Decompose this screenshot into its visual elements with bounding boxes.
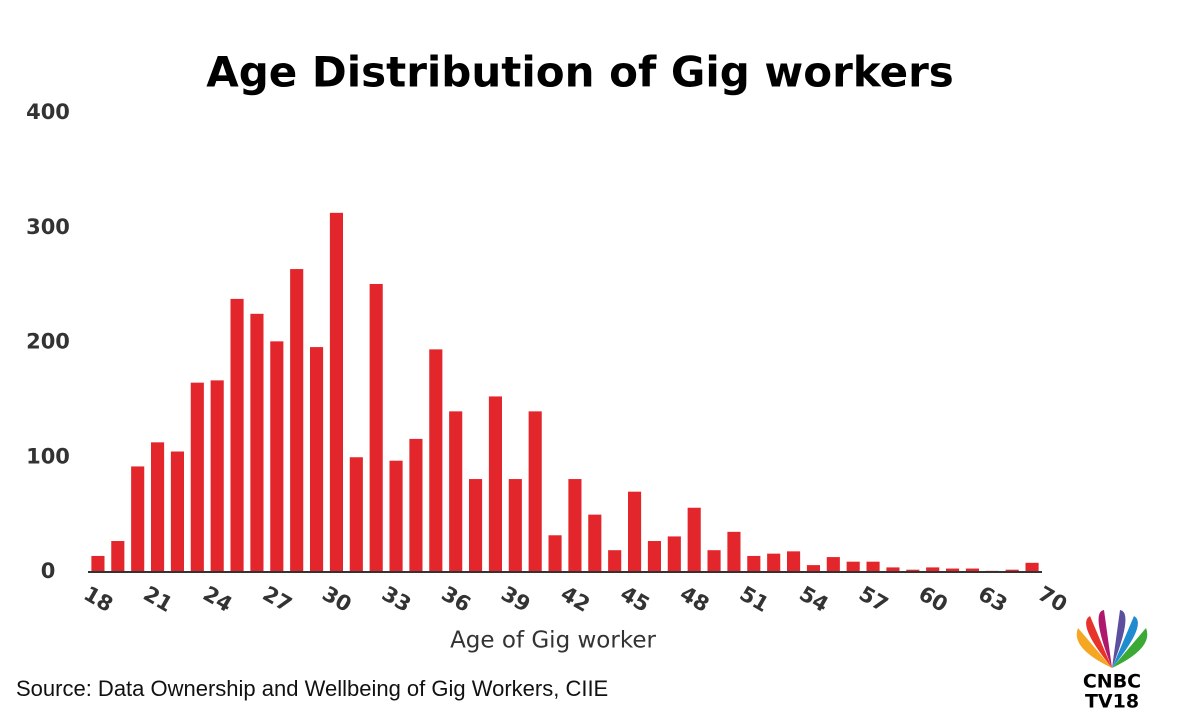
bar [1005,569,1019,572]
x-tick-label: 27 [259,581,296,616]
bar [707,550,721,572]
logo-feather [1112,616,1138,668]
x-tick-label: 51 [736,581,773,616]
logo-feather [1112,628,1148,668]
logo: CNBC TV18 [1076,610,1148,713]
x-tick-label: 48 [676,581,713,616]
x-tick-label: 21 [139,581,176,616]
bar [290,269,304,572]
bar [965,568,979,572]
bar [806,565,820,572]
bar [687,507,701,572]
bar [230,298,244,572]
bar [667,536,681,572]
bar [170,451,184,572]
x-tick-label: 39 [497,581,534,616]
bar [270,341,284,572]
bar [508,479,522,572]
y-tick-label: 0 [41,559,56,583]
x-tick-label: 33 [378,581,415,616]
x-tick-label: 18 [80,581,117,616]
logo-feather [1112,610,1126,668]
chart-title: Age Distribution of Gig workers [206,48,954,97]
y-tick-label: 200 [26,330,70,354]
bar [647,541,661,572]
bar [329,212,343,572]
bar [349,457,363,572]
logo-feather [1086,616,1112,668]
logo-feather [1098,610,1112,668]
y-tick-label: 400 [26,100,70,124]
bar [1025,562,1039,572]
bar [866,561,880,572]
bar [548,535,562,572]
x-axis-label: Age of Gig worker [450,628,656,654]
x-tick-label: 45 [616,581,653,616]
bar [926,567,940,572]
bar [429,349,443,572]
bar [608,550,622,572]
bar [767,553,781,572]
logo-feather [1076,628,1112,668]
bar [826,557,840,572]
x-tick-label: 70 [1034,581,1071,616]
bar [488,396,502,572]
bar [846,561,860,572]
bar [111,541,125,572]
bar [727,531,741,572]
source: Source: Data Ownership and Wellbeing of … [16,676,608,701]
bar [906,569,920,572]
bar [310,347,324,572]
x-tick-label: 57 [855,581,892,616]
bar [747,555,761,572]
x-tick-label: 60 [915,581,952,616]
logo-text: CNBC [1083,671,1141,693]
x-tick-label: 63 [974,581,1011,616]
bar [787,551,801,572]
x-tick-label: 24 [199,581,236,616]
x-tick-label: 42 [557,581,594,616]
bar [588,514,602,572]
bar [568,479,582,572]
bar [389,460,403,572]
bar [946,568,960,572]
bar [369,283,383,572]
x-tick-label: 54 [795,581,832,616]
x-tick-label: 36 [438,581,475,616]
x-tick-label: 30 [318,581,355,616]
logo-text: TV18 [1085,691,1139,713]
bar [628,491,642,572]
bar [409,438,423,572]
bar [190,382,204,572]
bar [151,442,165,572]
y-tick-label: 300 [26,215,70,239]
bar [131,466,145,572]
bar [449,411,463,572]
bar [528,411,542,572]
bar [250,313,264,572]
bar [469,479,483,572]
bar [210,380,224,572]
bar [91,555,105,572]
y-tick-label: 100 [26,444,70,468]
bar [886,567,900,572]
